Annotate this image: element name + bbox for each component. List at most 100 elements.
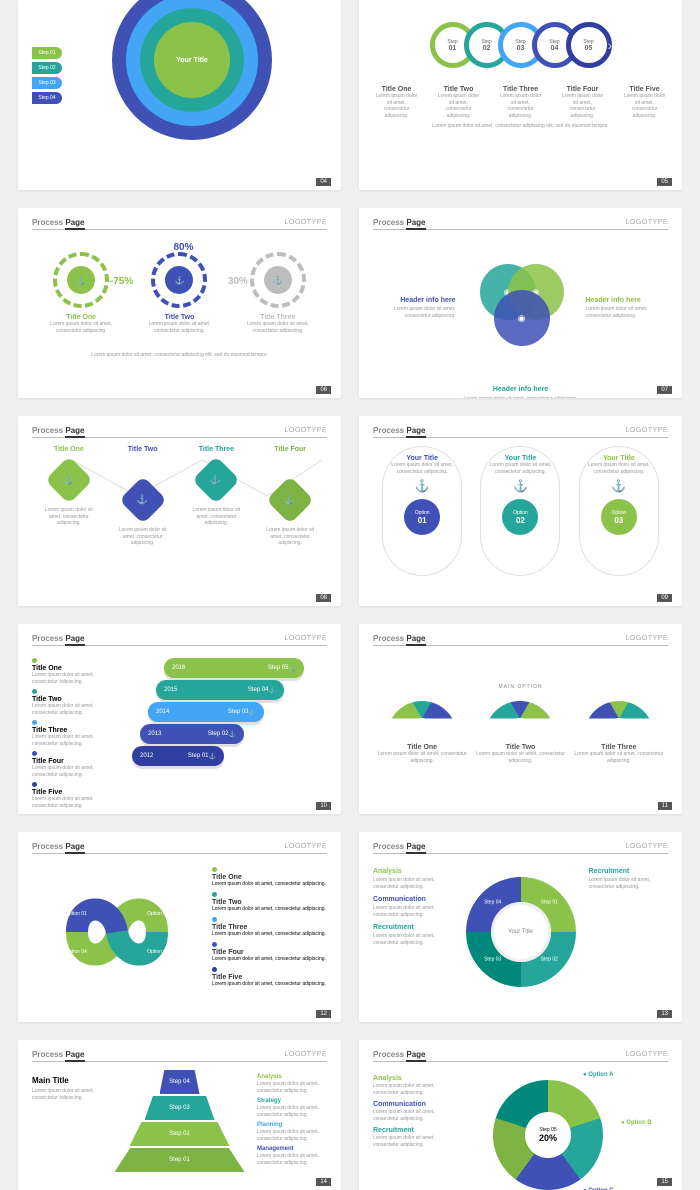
list-item: Title ThreeLorem ipsum dolor sit amet, c…	[32, 720, 104, 747]
slide-header: Process Page LOGOTYPE	[32, 426, 327, 438]
page-num: 08	[316, 594, 331, 602]
option-column: Your Title Lorem ipsum dolor sit amet, c…	[579, 446, 659, 576]
page-num: 06	[316, 386, 331, 394]
logotype: LOGOTYPE	[625, 635, 668, 642]
pyramid-level: Step 02	[130, 1122, 230, 1146]
chain-label: Title OneLorem ipsum dolor sit amet, con…	[374, 86, 420, 119]
s11-side: AnalysisLorem ipsum dolor sit amet, cons…	[257, 1070, 327, 1190]
semi-donut: Title Three Lorem ipsum dolor sit amet, …	[574, 701, 664, 764]
chain-label: Title FourLorem ipsum dolor sit amet, co…	[560, 86, 606, 119]
slide-header: Process Page LOGOTYPE	[32, 634, 327, 646]
side-header: Analysis	[257, 1074, 327, 1080]
side-header: Analysis	[373, 868, 453, 875]
s1-step-list: Step 01Step 02Step 03Step 04	[32, 44, 112, 107]
chain-label: Title TwoLorem ipsum dolor sit amet, con…	[436, 86, 482, 119]
slide-zigzag-diamonds: Process Page LOGOTYPE Title One ⚓ Lorem …	[18, 416, 341, 606]
s1-rings: Your Title	[112, 0, 272, 140]
slide-infinity-loop: Process Page LOGOTYPE Option 01 Option 0…	[18, 832, 341, 1022]
list-item: Title OneLorem ipsum dolor sit amet, con…	[32, 658, 104, 685]
diamond-col: Title Four ⚓ Lorem ipsum dolor sit amet,…	[260, 446, 320, 547]
donut-center: Step 05 20%	[525, 1112, 571, 1158]
step-bar: 2016Step 05 ⚓	[164, 658, 304, 678]
s2-caption: Lorem ipsum dolor sit amet, consectetur …	[373, 123, 668, 130]
svg-text:Step 02: Step 02	[540, 956, 557, 962]
logotype: LOGOTYPE	[284, 219, 327, 226]
radial-donut: Step 05 20% ● Option A● Option B● Option…	[453, 1070, 668, 1190]
s4-right: Header info here Lorem ipsum dolor sit a…	[586, 297, 666, 319]
pyramid-level: Step 03	[145, 1096, 215, 1120]
diamond-col: Title One ⚓ Lorem ipsum dolor sit amet, …	[39, 446, 99, 527]
slide-concentric: Step 01Step 02Step 03Step 04 Your Title …	[18, 0, 341, 190]
donut-unit: ⚓ 80% Title Two Lorem ipsum dolor sit am…	[139, 252, 219, 334]
diamond-col: Title Two ⚓ Lorem ipsum dolor sit amet, …	[113, 446, 173, 547]
page-num: 04	[316, 178, 331, 186]
s6-row: Your Title Lorem ipsum dolor sit amet, c…	[373, 446, 668, 576]
s11-main: Main Title Lorem ipsum dolor sit amet, c…	[32, 1070, 102, 1190]
list-item: Title OneLorem ipsum dolor sit amet, con…	[212, 867, 327, 887]
logotype: LOGOTYPE	[284, 427, 327, 434]
page-num: 13	[657, 1010, 672, 1018]
slide-grid: Step 01Step 02Step 03Step 04 Your Title …	[0, 0, 700, 1190]
logotype: LOGOTYPE	[625, 427, 668, 434]
semi-donut: Title One Lorem ipsum dolor sit amet, co…	[377, 701, 467, 764]
page-num: 09	[657, 594, 672, 602]
logotype: LOGOTYPE	[284, 1051, 327, 1058]
svg-text:Step 01: Step 01	[540, 900, 557, 906]
step-bar: 2015Step 04 ⚓	[156, 680, 284, 700]
slide-circle-chain: ‹Step01Step02Step03Step04Step05› Title O…	[359, 0, 682, 190]
side-header: Recruitment	[373, 924, 453, 931]
s1-step: Step 04	[32, 92, 112, 104]
list-item: Title TwoLorem ipsum dolor sit amet, con…	[212, 892, 327, 912]
side-header: Communication	[373, 896, 453, 903]
slide-option-columns: Process Page LOGOTYPE Your Title Lorem i…	[359, 416, 682, 606]
s3-wrap: ⚓ -75% Title One Lorem ipsum dolor sit a…	[32, 238, 327, 348]
slide-header: Process Page LOGOTYPE	[373, 1050, 668, 1062]
slide-header: Process Page LOGOTYPE	[32, 842, 327, 854]
page-num: 05	[657, 178, 672, 186]
svg-text:Option 02: Option 02	[147, 911, 169, 917]
logotype: LOGOTYPE	[625, 1051, 668, 1058]
s7-list: Title OneLorem ipsum dolor sit amet, con…	[32, 654, 104, 794]
page-num: 07	[657, 386, 672, 394]
slide-dashed-donuts: Process Page LOGOTYPE ⚓ -75% Title One L…	[18, 208, 341, 398]
svg-text:Option 03: Option 03	[147, 949, 169, 955]
venn-diagram: ◉◉◉	[466, 258, 576, 358]
s1-step: Step 01	[32, 47, 112, 59]
side-header: Analysis	[373, 1075, 453, 1082]
s2-chain: ‹Step01Step02Step03Step04Step05›	[373, 10, 668, 80]
s7-stack: 2016Step 05 ⚓2015Step 04 ⚓2014Step 03 ⚓2…	[104, 650, 327, 794]
step-bar: 2012Step 01 ⚓	[132, 746, 224, 766]
svg-text:Step 03: Step 03	[484, 956, 501, 962]
list-item: Title ThreeLorem ipsum dolor sit amet, c…	[212, 917, 327, 937]
option-column: Your Title Lorem ipsum dolor sit amet, c…	[382, 446, 462, 576]
pyramid-level: Step 01	[115, 1148, 245, 1172]
list-item: Title FiveLorem ipsum dolor sit amet, co…	[212, 967, 327, 987]
slide-cycle-ring: Process Page LOGOTYPE AnalysisLorem ipsu…	[359, 832, 682, 1022]
side-header: Strategy	[257, 1098, 327, 1104]
logotype: LOGOTYPE	[625, 843, 668, 850]
s4-h2: Header info here	[586, 297, 666, 304]
semi-donut: Title Two Lorem ipsum dolor sit amet, co…	[475, 701, 565, 764]
slide-header: Process Page LOGOTYPE	[373, 218, 668, 230]
option-label: ● Option B	[621, 1120, 652, 1126]
arrow-right-icon: ›	[608, 37, 613, 53]
option-label: ● Option A	[583, 1072, 613, 1078]
s10-side: AnalysisLorem ipsum dolor sit amet, cons…	[373, 862, 453, 1002]
option-column: Your Title Lorem ipsum dolor sit amet, c…	[480, 446, 560, 576]
s9-list: Title OneLorem ipsum dolor sit amet, con…	[212, 862, 327, 1002]
slide-header: Process Page LOGOTYPE	[373, 634, 668, 646]
s1-step: Step 03	[32, 77, 112, 89]
slide-header: Process Page LOGOTYPE	[373, 842, 668, 854]
donut-unit: ⚓ 30% Title Three Lorem ipsum dolor sit …	[238, 252, 318, 334]
side-header: Recruitment	[373, 1127, 453, 1134]
pyramid: Step 04Step 03Step 02Step 01	[110, 1070, 249, 1190]
list-item: Title FourLorem ipsum dolor sit amet, co…	[32, 751, 104, 778]
slide-header: Process Page LOGOTYPE	[32, 218, 327, 230]
main-option-label: MAIN OPTION	[498, 684, 542, 690]
cycle-ring: Step 01Step 02Step 03Step 04 Your Title	[461, 872, 581, 992]
list-item: Title FiveLorem ipsum dolor sit amet, co…	[32, 782, 104, 809]
pyramid-level: Step 04	[160, 1070, 200, 1094]
diamond-col: Title Three ⚓ Lorem ipsum dolor sit amet…	[186, 446, 246, 527]
side-header: Planning	[257, 1122, 327, 1128]
infinity-loop: Option 01 Option 02 Option 03 Option 04	[32, 862, 202, 1002]
